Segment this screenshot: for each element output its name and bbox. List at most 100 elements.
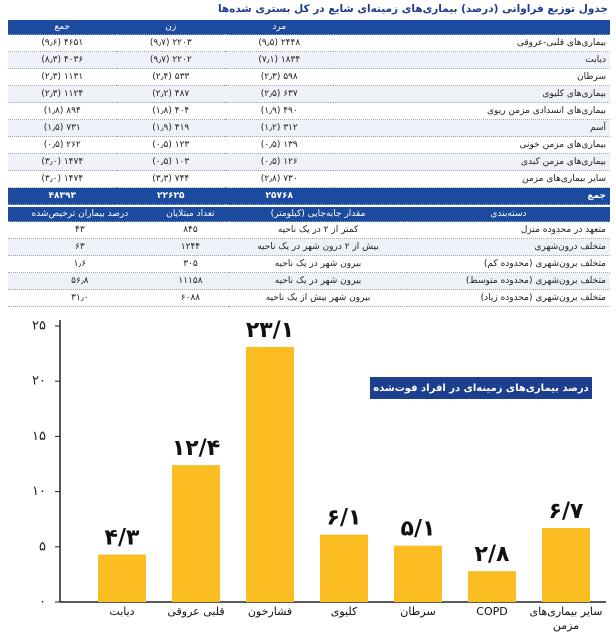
cell: ۲۲۶۲۵ <box>116 187 225 205</box>
cell: متخلف درون‌شهری <box>406 238 610 256</box>
row: آسم ۳۱۲ (۱٫۲) ۴۱۹ (۱٫۹) ۷۳۱ (۱٫۵) <box>8 119 610 137</box>
y-tick-label: ۲۰ <box>32 374 46 389</box>
cell: ۵۳۳ (۲٫۴) <box>116 68 225 86</box>
row: بیماری‌های انسدادی مزمن ریوی ۴۹۰ (۱٫۹) ۴۰۴… <box>8 102 610 120</box>
header-cell: جمع <box>8 20 117 35</box>
cell: ۲۴۴۸ (۹٫۵) <box>225 34 334 52</box>
cell: بیش از ۲ درون شهر در یک ناحیه <box>229 238 407 256</box>
annotation-box <box>370 377 592 399</box>
row: متخلف درون‌شهری بیش از ۲ درون شهر در یک ن… <box>8 238 610 256</box>
cell: ۶۳ <box>8 238 152 256</box>
cell: متخلف برون‌شهری (محدوده متوسط) <box>406 272 610 290</box>
header-cell: زن <box>116 20 225 35</box>
cell: کمتر از ۲ در یک ناحیه <box>229 221 407 239</box>
row: متخلف برون‌شهری (محدوده زیاد) بیرون شهر ب… <box>8 289 610 307</box>
cell: ۷۳۱ (۱٫۵) <box>8 119 117 137</box>
cell: بیرون شهر در یک ناحیه <box>229 255 407 273</box>
cell: متعهد در محدوده منزل <box>406 221 610 239</box>
cell: آسم <box>333 119 610 137</box>
header-cell: تعداد مبتلایان <box>151 207 230 222</box>
cell: ۴۸۷ (۲٫۲) <box>116 85 225 103</box>
cell: ۴۱۹ (۱٫۹) <box>116 119 225 137</box>
x-tick-label: سرطان <box>400 605 436 618</box>
row: بیماری‌های مزمن خونی ۱۳۹ (۰٫۵) ۱۲۳ (۰٫۵) ۲۶… <box>8 136 610 154</box>
cell: ۵۹۸ (۲٫۳) <box>225 68 334 86</box>
bar <box>468 571 516 602</box>
x-tick-label: COPD <box>476 605 508 618</box>
cell: ۷۴۴ (۳٫۳) <box>116 170 225 188</box>
y-tick-label: ۱۵ <box>32 429 46 444</box>
cell: بیرون شهر بیش از یک ناحیه <box>229 289 407 307</box>
cell: ۵۶٫۸ <box>8 272 152 290</box>
cell: ۴۸۳۹۳ <box>8 187 117 205</box>
cell: ۱۸۳۴ (۷٫۱) <box>225 51 334 69</box>
cell: ۶۰۸۸ <box>151 289 230 307</box>
y-tick-label: ۱۰ <box>32 484 46 499</box>
value-label: ۶/۱ <box>327 506 362 531</box>
cell: ۴۹۰ (۱٫۹) <box>225 102 334 120</box>
x-tick-label: سایر بیماری‌های مزمن <box>529 605 603 632</box>
value-label: ۲/۸ <box>475 542 510 567</box>
cell: ۲۲۰۲ (۹٫۷) <box>116 51 225 69</box>
cell: ۳۱٫۰ <box>8 289 152 307</box>
row: بیماری‌های کلیوی ۶۳۷ (۲٫۵) ۴۸۷ (۲٫۲) ۱۱۲۴ (… <box>8 85 610 103</box>
row: متخلف برون‌شهری (محدوده کم) بیرون شهر در … <box>8 255 610 273</box>
x-tick-label: قلبی عروقی <box>167 605 225 618</box>
row: سایر بیماری‌های مزمن ۷۳۰ (۲٫۸) ۷۴۴ (۳٫۳) ۱۴… <box>8 170 610 188</box>
cell: ۲۵۷۶۸ <box>225 187 334 205</box>
cell: متخلف برون‌شهری (محدوده کم) <box>406 255 610 273</box>
cell: ۱۰۳ (۰٫۵) <box>116 153 225 171</box>
cell: بیماری‌های انسدادی مزمن ریوی <box>333 102 610 120</box>
cell: ۱٫۶ <box>8 255 152 273</box>
header-row: دسته‌بندی مقدار جابه‌جایی (کیلومتر) تعداد … <box>8 207 610 222</box>
cell: ۴۰۳۶ (۸٫۳) <box>8 51 117 69</box>
header-cell: دسته‌بندی <box>406 207 610 222</box>
cell: ۱۱۱۵۸ <box>151 272 230 290</box>
cell: ۸۴۵ <box>151 221 230 239</box>
cell: بیماری‌های مزمن کبدی <box>333 153 610 171</box>
value-label: ۱۲/۴ <box>172 436 220 461</box>
bar <box>246 346 294 602</box>
bar <box>320 534 368 602</box>
annotation: درصد بیماری‌های زمینه‌ای در افراد فوت‌شد… <box>373 383 589 394</box>
cell: ۲۶۲ (۰٫۵) <box>8 136 117 154</box>
cell: دیابت <box>333 51 610 69</box>
row: سرطان ۵۹۸ (۲٫۳) ۵۳۳ (۲٫۴) ۱۱۳۱ (۲٫۳) <box>8 68 610 86</box>
bar <box>394 545 442 602</box>
table-title: جدول توزیع فراوانی (درصد) بیماری‌های زمی… <box>217 3 608 15</box>
cell: ۱۱۲۴ (۲٫۳) <box>8 85 117 103</box>
cell: ۱۱۳۱ (۲٫۳) <box>8 68 117 86</box>
x-tick-label: کلیوی <box>330 605 358 618</box>
x-tick-label: فشارخون <box>247 605 293 618</box>
header-cell: درصد بیماران ترخیص‌شده <box>8 207 152 222</box>
value-label: ۴/۳ <box>105 526 140 551</box>
disease-table: مرد زن جمع بیماری‌های قلبی-عروقی ۲۴۴۸ (۹٫۵) ۲… <box>8 20 610 205</box>
cell: ۳۱۲ (۱٫۲) <box>225 119 334 137</box>
cell: ۱۲۳ (۰٫۵) <box>116 136 225 154</box>
cell: بیماری‌های قلبی-عروقی <box>333 34 610 52</box>
row: دیابت ۱۸۳۴ (۷٫۱) ۲۲۰۲ (۹٫۷) ۴۰۳۶ (۸٫۳) <box>8 51 610 69</box>
value-label: ۶/۷ <box>549 499 584 524</box>
cell: سایر بیماری‌های مزمن <box>333 170 610 188</box>
x-tick-label: دیابت <box>109 605 135 618</box>
cell: ۴۶۵۱ (۹٫۶) <box>8 34 117 52</box>
y-tick-label: ۰ <box>39 595 46 610</box>
cell: ۱۴۷۴ (۳٫۰) <box>8 170 117 188</box>
row: متعهد در محدوده منزل کمتر از ۲ در یک ناحی… <box>8 221 610 239</box>
cell: ۶۳۷ (۲٫۵) <box>225 85 334 103</box>
cell: ۳۰۵ <box>151 255 230 273</box>
cell: ۱۲۴۴ <box>151 238 230 256</box>
cell: ۱۳۹ (۰٫۵) <box>225 136 334 154</box>
cell: ۱۴۷۴ (۳٫۰) <box>8 153 117 171</box>
cell: ۱۲۶ (۰٫۵) <box>225 153 334 171</box>
bar <box>542 528 590 602</box>
y-tick-label: ۵ <box>39 539 46 554</box>
cell: متخلف برون‌شهری (محدوده زیاد) <box>406 289 610 307</box>
header-cell <box>333 20 610 35</box>
value-label: ۲۳/۱ <box>246 318 294 343</box>
value-label: ۵/۱ <box>401 517 436 542</box>
cell: سرطان <box>333 68 610 86</box>
cell: ۸۹۴ (۱٫۸) <box>8 102 117 120</box>
header-row: مرد زن جمع <box>8 20 610 35</box>
